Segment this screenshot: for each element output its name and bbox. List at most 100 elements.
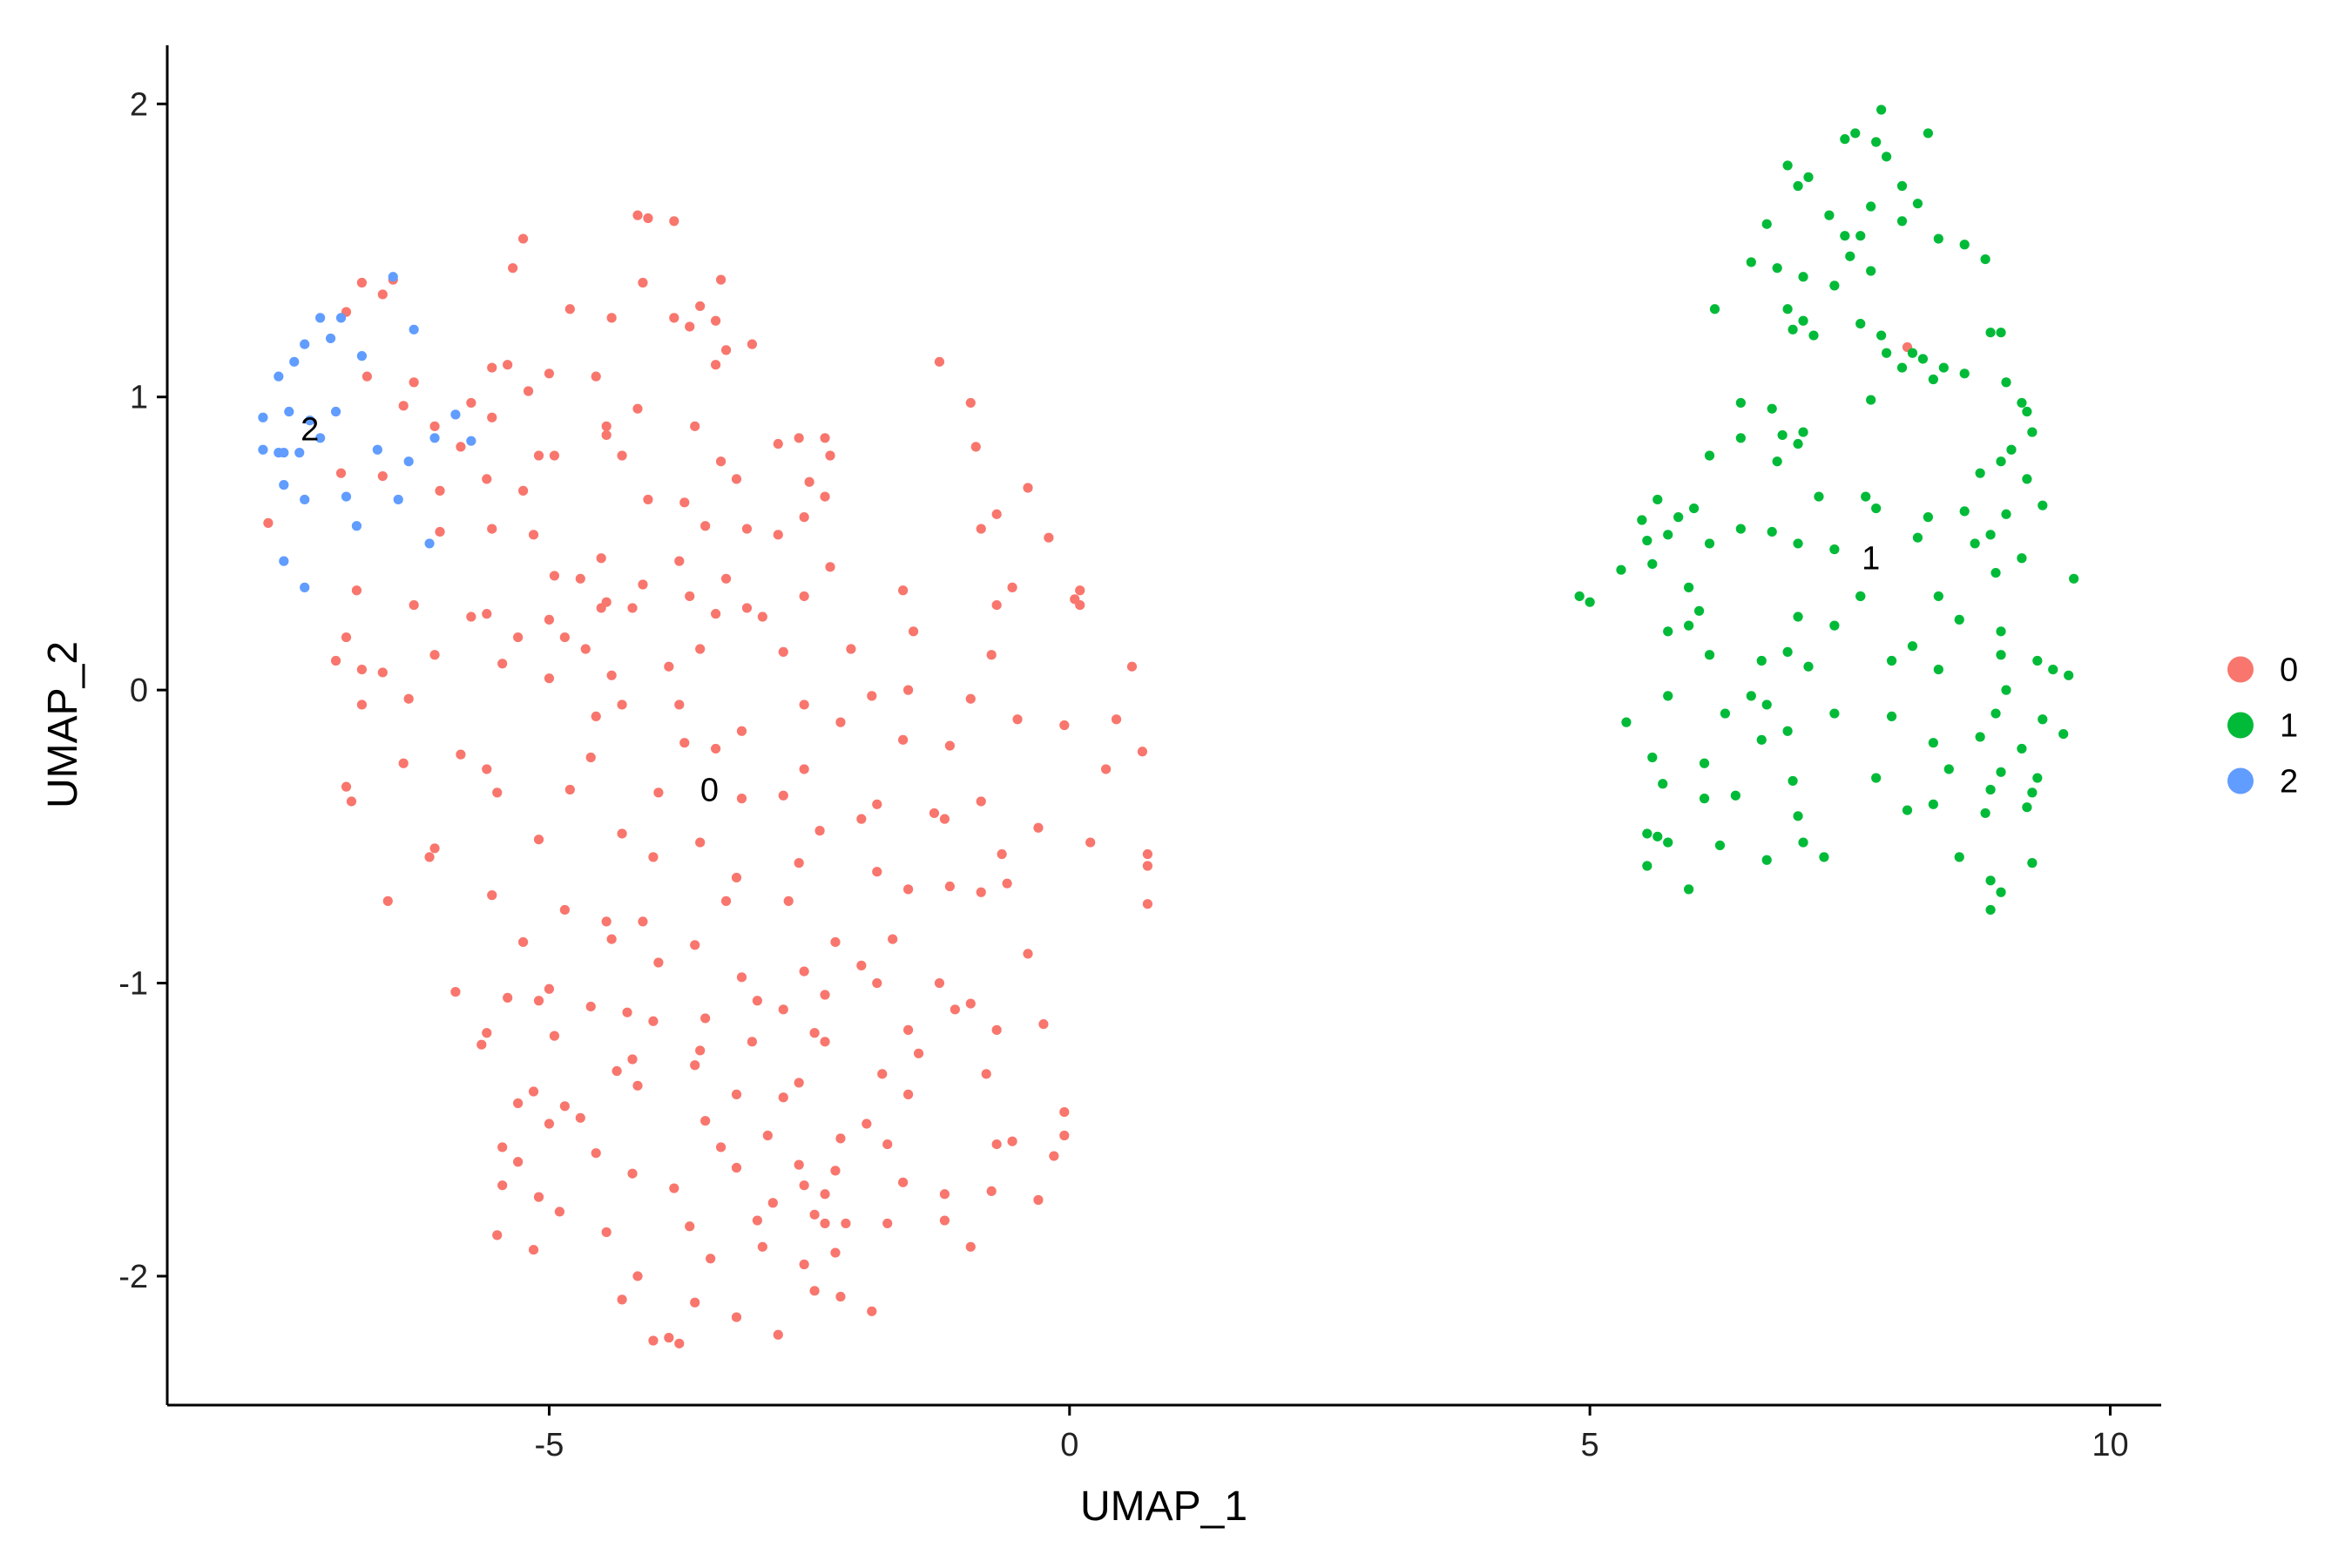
point	[1761, 219, 1772, 229]
point	[1829, 708, 1840, 719]
point	[429, 421, 440, 431]
legend-swatch	[2227, 656, 2254, 683]
point	[1007, 582, 1017, 592]
point	[939, 1189, 950, 1200]
point	[643, 494, 653, 505]
point	[497, 1142, 508, 1152]
point	[794, 858, 804, 868]
point	[685, 1221, 695, 1232]
point	[1882, 152, 1892, 162]
point	[669, 1183, 679, 1193]
point	[690, 1297, 700, 1308]
point	[1959, 240, 1970, 250]
point	[450, 987, 461, 997]
point	[715, 274, 727, 285]
point	[1142, 848, 1152, 860]
point	[882, 1218, 893, 1229]
point	[1970, 538, 1980, 549]
point	[653, 787, 664, 798]
point	[669, 313, 679, 323]
point	[710, 360, 721, 370]
point	[1985, 328, 1996, 338]
point	[799, 764, 809, 774]
point	[715, 1142, 727, 1152]
point	[944, 740, 955, 751]
point	[632, 210, 643, 220]
point	[2032, 773, 2043, 783]
point	[648, 1335, 659, 1346]
point	[2069, 573, 2079, 584]
point	[1845, 251, 1855, 261]
point	[503, 992, 513, 1003]
point	[767, 1198, 778, 1208]
point	[544, 614, 555, 625]
point	[1840, 231, 1850, 241]
point	[1782, 646, 1793, 657]
point	[1829, 544, 1840, 555]
point	[1938, 362, 1949, 373]
y-tick-label: 2	[130, 86, 148, 123]
point	[2017, 397, 2027, 409]
point	[627, 603, 638, 613]
point	[1767, 526, 1777, 537]
point	[1933, 664, 1943, 675]
point	[820, 1218, 830, 1229]
cluster-label: 1	[1862, 541, 1880, 578]
point	[794, 1078, 804, 1088]
x-tick-label: 10	[2092, 1427, 2128, 1463]
legend-swatch	[2227, 712, 2254, 739]
point	[814, 826, 825, 836]
point	[1772, 263, 1782, 274]
point	[528, 1086, 539, 1097]
point	[528, 1245, 539, 1255]
point	[809, 1209, 820, 1220]
point	[799, 1180, 809, 1191]
point	[517, 233, 529, 244]
point	[1954, 852, 1964, 862]
legend-label: 2	[2280, 764, 2298, 801]
point	[825, 450, 835, 461]
point	[1767, 403, 1777, 414]
point	[965, 693, 976, 704]
point	[564, 304, 575, 314]
point	[799, 591, 809, 602]
point	[487, 362, 497, 373]
point	[1023, 483, 1033, 493]
point	[2017, 743, 2027, 754]
point	[409, 599, 419, 611]
point	[377, 667, 388, 678]
point	[710, 315, 721, 326]
point	[648, 852, 659, 862]
point	[1928, 738, 1938, 748]
point	[1642, 828, 1652, 839]
point	[1652, 831, 1663, 841]
point	[867, 1306, 877, 1316]
point	[1896, 216, 1908, 226]
point	[1896, 362, 1908, 373]
point	[903, 685, 914, 695]
point	[2027, 787, 2038, 798]
point	[741, 524, 753, 534]
point	[976, 887, 986, 897]
point	[330, 655, 341, 666]
point	[1663, 837, 1673, 848]
point	[736, 726, 747, 736]
point	[1714, 840, 1726, 851]
point	[356, 700, 368, 710]
point	[356, 664, 368, 675]
point	[1814, 491, 1824, 502]
y-tick-label: 0	[130, 672, 148, 709]
point	[1928, 374, 1938, 385]
point	[664, 1333, 674, 1343]
point	[2048, 664, 2058, 675]
legend-label: 1	[2280, 708, 2298, 745]
point	[1044, 532, 1054, 543]
point	[965, 1241, 976, 1252]
point	[497, 1180, 508, 1191]
point	[1985, 530, 1996, 540]
point	[638, 579, 648, 590]
point	[690, 1060, 700, 1071]
point	[591, 371, 601, 382]
point	[752, 996, 762, 1006]
point	[1996, 456, 2006, 467]
